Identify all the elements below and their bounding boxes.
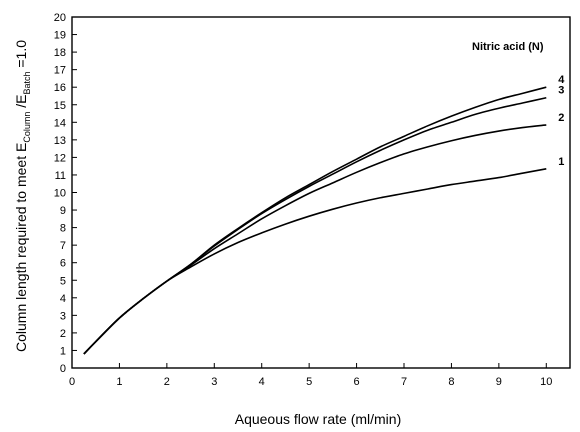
y-axis-title-end: =1.0 xyxy=(13,40,29,72)
y-tick-label: 17 xyxy=(54,65,66,77)
y-tick-label: 20 xyxy=(54,12,66,24)
series-line-4 xyxy=(83,86,547,355)
y-tick-label: 15 xyxy=(54,100,66,112)
y-tick-label: 18 xyxy=(54,47,66,59)
x-tick-label: 4 xyxy=(259,376,265,388)
y-axis-title-mid: /E xyxy=(13,95,29,112)
y-tick-label: 9 xyxy=(60,205,66,217)
y-tick-label: 5 xyxy=(60,275,66,287)
y-tick-label: 4 xyxy=(60,293,66,305)
y-tick-label: 19 xyxy=(54,30,66,42)
x-tick-label: 1 xyxy=(116,376,122,388)
x-tick-label: 0 xyxy=(69,376,75,388)
series-label-4: 4 xyxy=(558,74,565,86)
x-tick-label: 5 xyxy=(306,376,312,388)
series-label-3: 3 xyxy=(558,85,564,97)
y-tick-label: 13 xyxy=(54,135,66,147)
y-tick-label: 10 xyxy=(54,188,66,200)
y-axis-title-sub2: Batch xyxy=(22,72,32,95)
y-tick-label: 16 xyxy=(54,82,66,94)
y-tick-label: 1 xyxy=(60,345,66,357)
y-axis-title-sub1: Column xyxy=(22,112,32,143)
y-tick-label: 0 xyxy=(60,363,66,375)
series-label-1: 1 xyxy=(558,156,564,168)
legend-title: Nitric acid (N) xyxy=(472,41,544,53)
y-tick-label: 8 xyxy=(60,223,66,235)
series-group: 1 2 34 xyxy=(83,74,565,355)
y-tick-label: 11 xyxy=(55,170,66,182)
y-tick-label: 12 xyxy=(54,152,66,164)
series-label-2: 2 xyxy=(558,112,564,124)
y-tick-label: 3 xyxy=(60,310,66,322)
x-tick-label: 3 xyxy=(211,376,217,388)
series-line-1 xyxy=(83,168,547,355)
y-tick-label: 14 xyxy=(54,117,66,129)
x-axis: 0 1 2 3 4 5 6 7 8 9 10 xyxy=(69,363,552,388)
x-tick-label: 2 xyxy=(164,376,170,388)
series-line-2 xyxy=(83,124,547,355)
x-tick-label: 6 xyxy=(354,376,360,388)
x-axis-title: Aqueous flow rate (ml/min) xyxy=(235,411,402,427)
y-tick-label: 6 xyxy=(60,258,66,270)
y-axis-title-main: Column length required to meet E xyxy=(13,143,29,352)
x-tick-label: 8 xyxy=(448,376,454,388)
y-tick-label: 2 xyxy=(60,328,66,340)
plot-border xyxy=(71,16,571,369)
x-tick-label: 7 xyxy=(401,376,407,388)
plot-frame xyxy=(71,16,571,369)
y-axis-title: Column length required to meet EColumn /… xyxy=(13,40,32,352)
x-tick-label: 10 xyxy=(540,376,552,388)
x-tick-label: 9 xyxy=(496,376,502,388)
y-tick-label: 7 xyxy=(60,240,66,252)
series-line-3 xyxy=(83,96,547,355)
